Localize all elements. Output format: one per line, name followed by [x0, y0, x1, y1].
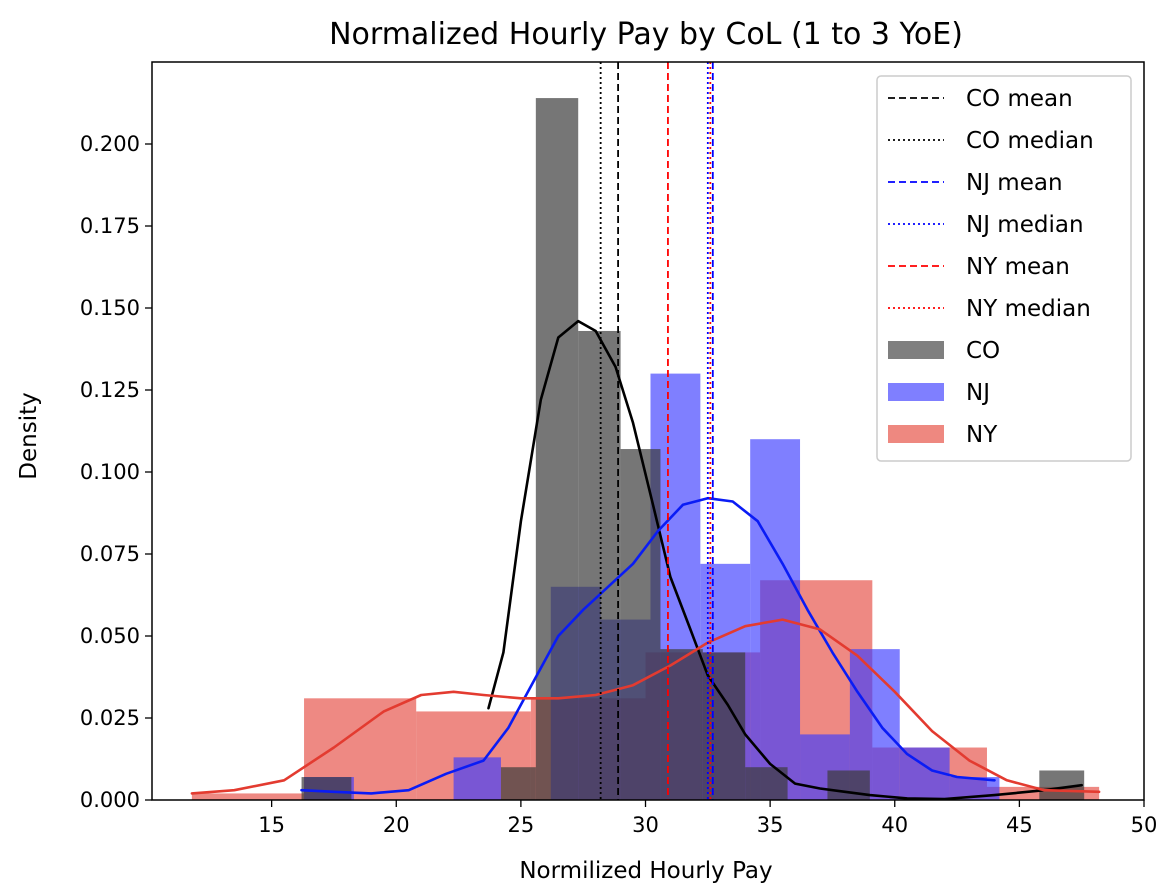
y-tick-label: 0.100 — [80, 460, 140, 484]
hist-bar-co-6 — [578, 330, 621, 800]
x-tick-label: 25 — [508, 813, 535, 837]
hist-bar-ny-0 — [191, 793, 305, 800]
x-tick-label: 35 — [757, 813, 784, 837]
legend-swatch-nj — [888, 383, 944, 401]
legend-frame — [876, 75, 1132, 462]
reference-lines — [599, 62, 714, 800]
y-tick-label: 0.075 — [80, 542, 140, 566]
legend-label-ny: NY — [966, 422, 998, 448]
hist-bar-nj-13 — [949, 777, 1000, 800]
x-tick-label: 15 — [258, 813, 285, 837]
hist-bar-co-5 — [535, 98, 579, 800]
x-axis-label: Normilized Hourly Pay — [519, 858, 772, 884]
legend-label-nj-median: NJ median — [966, 212, 1084, 238]
y-axis-ticks: 0.000 0.025 0.050 0.075 0.100 0.125 0.150 0.175… — [80, 132, 152, 812]
plot-frame — [151, 61, 1145, 801]
y-tick-label: 0.050 — [80, 624, 140, 648]
legend-label-co-mean: CO mean — [966, 86, 1073, 112]
kde-curves — [190, 319, 1101, 800]
hist-bar-co-8 — [660, 649, 703, 800]
kde-curve-nj — [300, 496, 996, 795]
hist-bar-nj-3 — [453, 757, 501, 800]
y-tick-label: 0.125 — [80, 378, 140, 402]
hist-bar-nj-9 — [750, 439, 801, 800]
hist-bar-co-4 — [500, 767, 536, 800]
x-tick-label: 45 — [1006, 813, 1033, 837]
kde-curve-co — [487, 319, 1083, 800]
x-tick-label: 50 — [1131, 813, 1158, 837]
y-tick-label: 0.000 — [80, 788, 140, 812]
x-tick-label: 20 — [383, 813, 410, 837]
x-axis-ticks: 15 20 25 30 35 40 45 50 — [258, 800, 1157, 837]
y-tick-label: 0.025 — [80, 706, 140, 730]
chart-title: Normalized Hourly Pay by CoL (1 to 3 YoE… — [329, 17, 963, 52]
y-tick-label: 0.150 — [80, 296, 140, 320]
hist-bar-co-7 — [620, 449, 661, 800]
x-tick-label: 30 — [632, 813, 659, 837]
y-axis-label: Density — [16, 392, 42, 479]
y-tick-label: 0.200 — [80, 132, 140, 156]
y-tick-label: 0.175 — [80, 214, 140, 238]
legend-label-nj-mean: NJ mean — [966, 170, 1063, 196]
legend: CO mean CO median NJ mean NJ median NY mean N… — [876, 75, 1132, 462]
legend-label-ny-median: NY median — [966, 296, 1091, 322]
kde-curve-ny — [190, 618, 1101, 795]
legend-swatch-co — [888, 341, 944, 359]
histogram-bars — [191, 98, 1100, 800]
legend-swatch-ny — [888, 425, 944, 443]
legend-label-ny-mean: NY mean — [966, 254, 1070, 280]
hist-bar-co-0 — [301, 777, 352, 800]
x-tick-label: 40 — [881, 813, 908, 837]
hist-bar-co-9 — [702, 652, 746, 800]
legend-label-co-median: CO median — [966, 128, 1094, 154]
legend-label-nj: NJ — [966, 380, 990, 406]
legend-label-co: CO — [966, 338, 1000, 364]
